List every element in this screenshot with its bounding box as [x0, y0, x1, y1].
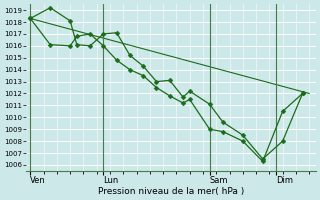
X-axis label: Pression niveau de la mer( hPa ): Pression niveau de la mer( hPa ): [98, 187, 244, 196]
